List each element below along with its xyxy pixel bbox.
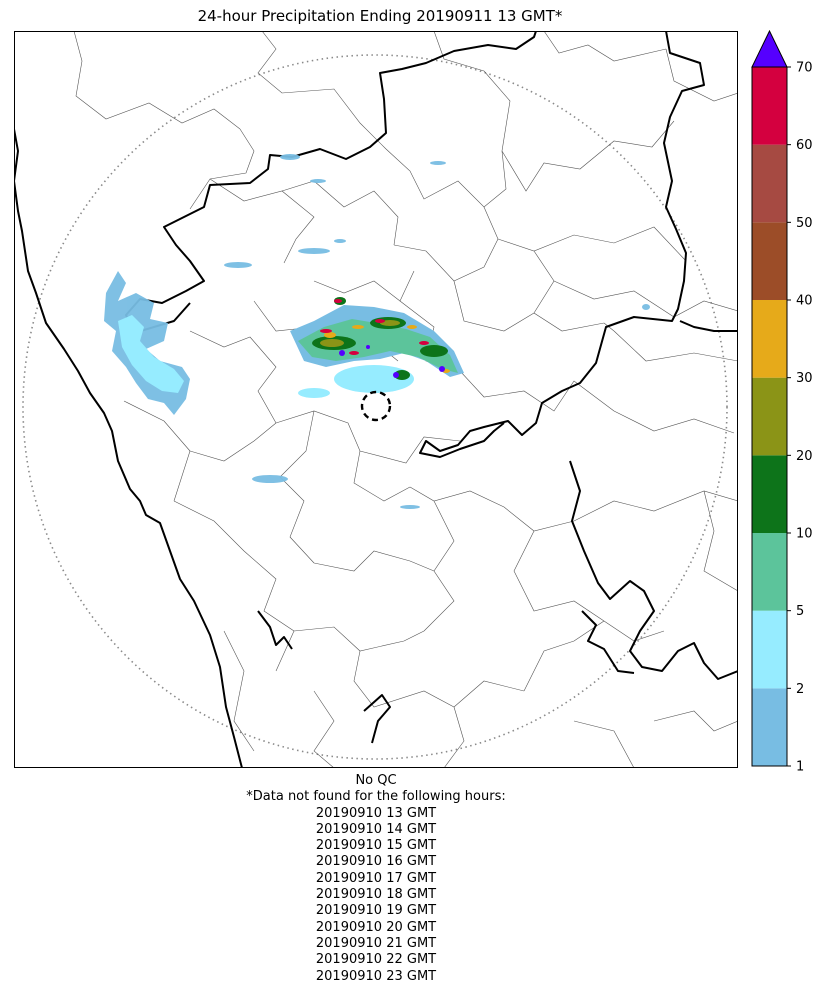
colorbar-tick-label: 60 xyxy=(796,138,813,153)
precip-central-light-2 xyxy=(298,388,330,398)
notes-block: No QC *Data not found for the following … xyxy=(14,773,738,985)
precip-small-4 xyxy=(334,239,346,243)
colorbar-bin xyxy=(752,67,787,145)
missing-hour: 20190910 19 GMT xyxy=(315,903,437,919)
precip-small-2 xyxy=(252,475,288,483)
precip-orange-1 xyxy=(324,332,336,338)
colorbar-bin xyxy=(752,222,787,300)
colorbar-ticks: 1 2 5 10 20 30 40 50 60 70 xyxy=(787,61,813,775)
colorbar-bin xyxy=(752,377,787,456)
precip-small-9 xyxy=(400,505,420,509)
south-east-state-border xyxy=(569,320,738,680)
precip-olive-1 xyxy=(320,339,344,347)
precip-violet-2 xyxy=(393,372,399,378)
precip-violet-4 xyxy=(366,345,370,349)
precip-west-inner xyxy=(118,315,184,393)
missing-hour: 20190910 21 GMT xyxy=(315,935,437,951)
precip-red-1 xyxy=(320,329,332,333)
precip-heavy-5 xyxy=(394,370,410,380)
precip-heavy-3 xyxy=(420,345,448,357)
missing-hour: 20190910 13 GMT xyxy=(315,805,437,821)
radar-site-marker xyxy=(360,390,392,422)
precipitation-map xyxy=(14,31,738,768)
missing-data-header: *Data not found for the following hours: xyxy=(246,789,506,805)
south-small-border xyxy=(363,694,391,744)
map-title: 24-hour Precipitation Ending 20190911 13… xyxy=(197,7,563,25)
map-frame xyxy=(14,31,738,768)
colorbar-tick-label: 1 xyxy=(796,760,804,775)
precip-red-4 xyxy=(419,341,429,345)
colorbar-overflow-arrow xyxy=(751,30,788,68)
precip-olive-2 xyxy=(380,320,400,326)
precip-red-5 xyxy=(334,299,342,303)
precip-central-light xyxy=(334,365,414,393)
colorbar-bin xyxy=(752,300,787,378)
precip-small-7 xyxy=(430,161,446,165)
colorbar-frame xyxy=(751,66,788,767)
missing-hour: 20190910 14 GMT xyxy=(315,821,437,837)
missing-hour: 20190910 17 GMT xyxy=(315,870,437,886)
colorbar-bin xyxy=(752,533,787,611)
precip-violet-3 xyxy=(439,366,445,372)
precip-small-6 xyxy=(310,179,326,183)
district-boundaries xyxy=(73,31,738,768)
colorbar-bin xyxy=(752,144,787,223)
map-background xyxy=(14,31,738,768)
colorbar-tick-label: 5 xyxy=(796,604,804,619)
precip-small-1 xyxy=(224,262,252,268)
colorbar: 1 2 5 10 20 30 40 50 60 70 xyxy=(751,30,813,775)
precip-red-3 xyxy=(375,319,385,323)
precip-central-moderate xyxy=(298,319,458,373)
colorbar-bin xyxy=(752,688,787,766)
colorbar-bins xyxy=(752,67,787,766)
precip-red-2 xyxy=(349,351,359,355)
radar-range-ring xyxy=(22,54,728,760)
precip-small-5 xyxy=(280,154,300,160)
colorbar-tick-label: 30 xyxy=(796,371,813,386)
precip-violet-1 xyxy=(339,350,345,356)
south-enclave-border xyxy=(581,610,635,674)
precip-small-8 xyxy=(642,304,650,310)
missing-hour: 20190910 15 GMT xyxy=(315,838,437,854)
state-boundaries xyxy=(14,31,738,768)
colorbar-bin xyxy=(752,610,787,689)
missing-hour: 20190910 23 GMT xyxy=(315,968,437,984)
colorbar-tick-label: 70 xyxy=(796,61,813,76)
precip-small-3 xyxy=(298,248,330,254)
precip-orange-3 xyxy=(407,325,417,329)
precip-orange-2 xyxy=(352,325,364,329)
missing-hour: 20190910 18 GMT xyxy=(315,887,437,903)
colorbar-tick-label: 20 xyxy=(796,449,813,464)
colorbar-tick-label: 2 xyxy=(796,682,804,697)
missing-hour: 20190910 16 GMT xyxy=(315,854,437,870)
south-small-border-2 xyxy=(257,610,293,650)
colorbar-tick-label: 50 xyxy=(796,216,813,231)
colorbar-bin xyxy=(752,455,787,533)
missing-hour: 20190910 22 GMT xyxy=(315,952,437,968)
missing-hour: 20190910 20 GMT xyxy=(315,919,437,935)
qc-note: No QC xyxy=(355,773,397,788)
colorbar-tick-label: 10 xyxy=(796,527,813,542)
colorbar-tick-label: 40 xyxy=(796,294,813,309)
west-coastline xyxy=(14,128,243,768)
east-state-border xyxy=(419,31,705,458)
precipitation-patches xyxy=(104,154,650,509)
